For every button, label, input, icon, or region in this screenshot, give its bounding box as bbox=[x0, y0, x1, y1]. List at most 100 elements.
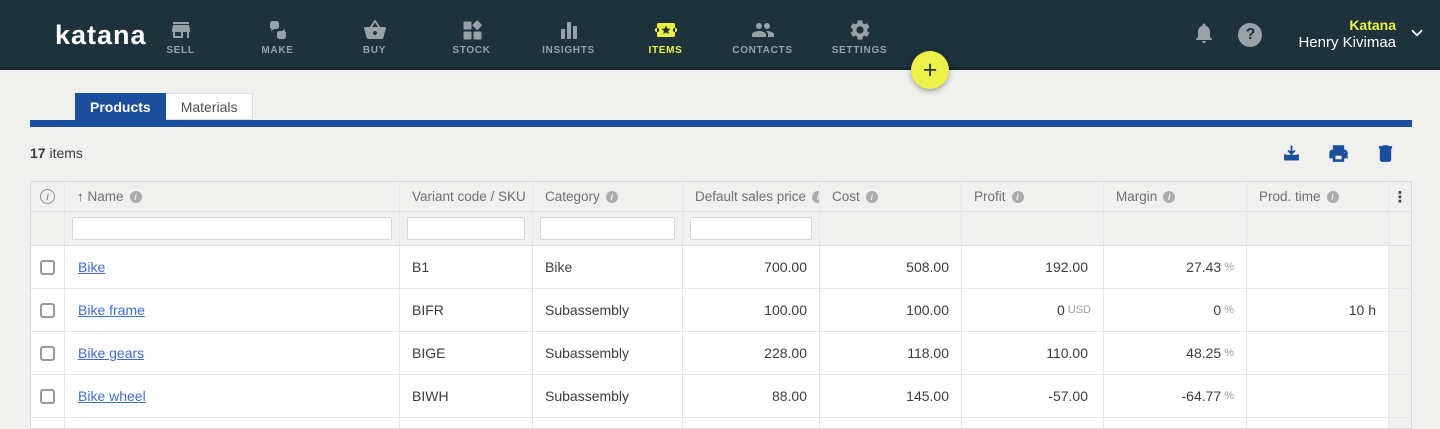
cell-margin: 48.25% bbox=[1104, 332, 1247, 374]
info-dot-icon[interactable]: i bbox=[812, 190, 819, 203]
info-dot-icon[interactable]: i bbox=[1163, 190, 1176, 203]
tab-materials[interactable]: Materials bbox=[165, 93, 254, 120]
nav-label: BUY bbox=[362, 45, 387, 56]
nav-label: ITEMS bbox=[648, 45, 683, 56]
items-count: 17 items bbox=[30, 145, 83, 161]
category-filter-input[interactable] bbox=[540, 217, 675, 240]
cell-price: 228.00 bbox=[683, 332, 820, 374]
column-header-name[interactable]: ↑ Name i bbox=[65, 182, 400, 211]
katana-logo[interactable]: katana bbox=[55, 20, 147, 50]
column-menu-cell: ⋮ bbox=[1389, 182, 1411, 211]
print-icon[interactable] bbox=[1328, 143, 1349, 164]
table-row-partial bbox=[31, 418, 1411, 428]
info-dot-icon[interactable]: i bbox=[129, 190, 142, 203]
filter-cell-empty bbox=[962, 212, 1104, 245]
row-checkbox[interactable] bbox=[40, 259, 55, 275]
nav-item-contacts[interactable]: CONTACTS bbox=[714, 0, 811, 70]
filter-cell-empty bbox=[31, 212, 65, 245]
nav-item-make[interactable]: MAKE bbox=[229, 0, 326, 70]
nav-item-settings[interactable]: SETTINGS bbox=[811, 0, 908, 70]
column-header-margin[interactable]: Margin i bbox=[1104, 182, 1247, 211]
nav-right-cluster: ? Katana Henry Kivimaa bbox=[1192, 0, 1426, 70]
row-checkbox[interactable] bbox=[40, 302, 55, 318]
price-filter-input[interactable] bbox=[690, 217, 812, 240]
nav-label: CONTACTS bbox=[732, 45, 793, 56]
cell-price: 100.00 bbox=[683, 289, 820, 331]
percent-suffix: % bbox=[1224, 347, 1234, 359]
column-header-category[interactable]: Category i bbox=[533, 182, 683, 211]
percent-suffix: % bbox=[1224, 390, 1234, 402]
table-row: Bike gears BIGE Subassembly 228.00 118.0… bbox=[31, 332, 1411, 375]
info-dot-icon[interactable]: i bbox=[865, 190, 878, 203]
product-link[interactable]: Bike gears bbox=[78, 345, 145, 361]
column-header-sku[interactable]: Variant code / SKU i bbox=[400, 182, 533, 211]
grid-actions bbox=[1281, 143, 1412, 164]
account-company: Katana bbox=[1349, 16, 1396, 33]
info-circle-icon[interactable]: i bbox=[40, 189, 55, 204]
cell-name: Bike frame bbox=[65, 289, 400, 331]
help-icon[interactable]: ? bbox=[1238, 23, 1263, 47]
account-menu[interactable]: Katana Henry Kivimaa bbox=[1298, 17, 1396, 53]
cell-cost: 100.00 bbox=[820, 289, 962, 331]
column-header-profit[interactable]: Profit i bbox=[962, 182, 1104, 211]
cell-profit: 0 USD bbox=[962, 289, 1104, 331]
row-checkbox[interactable] bbox=[40, 388, 55, 404]
cell-sku: B1 bbox=[400, 246, 533, 288]
percent-suffix: % bbox=[1224, 304, 1234, 316]
nav-item-stock[interactable]: STOCK bbox=[423, 0, 520, 70]
name-filter-input[interactable] bbox=[72, 217, 392, 240]
export-download-icon[interactable] bbox=[1281, 143, 1302, 164]
info-dot-icon[interactable]: i bbox=[531, 190, 532, 203]
info-dot-icon[interactable]: i bbox=[1326, 190, 1339, 203]
items-count-number: 17 bbox=[30, 145, 46, 161]
column-header-default-sales-price[interactable]: Default sales price i bbox=[683, 182, 820, 211]
cell-row-menu bbox=[1389, 418, 1411, 428]
nav-label: INSIGHTS bbox=[542, 45, 595, 56]
cell-name: Bike bbox=[65, 246, 400, 288]
row-select-cell bbox=[31, 289, 65, 331]
cell-empty bbox=[1104, 418, 1247, 428]
cell-price: 700.00 bbox=[683, 246, 820, 288]
nav-item-buy[interactable]: BUY bbox=[326, 0, 423, 70]
sort-asc-icon: ↑ bbox=[77, 189, 84, 204]
kebab-menu-icon[interactable]: ⋮ bbox=[1392, 188, 1408, 206]
product-link[interactable]: Bike bbox=[78, 259, 106, 275]
cell-category: Bike bbox=[533, 246, 683, 288]
cell-empty bbox=[400, 418, 533, 428]
stock-icon bbox=[460, 18, 484, 42]
column-header-cost[interactable]: Cost i bbox=[820, 182, 962, 211]
delete-trash-icon[interactable] bbox=[1375, 143, 1396, 164]
column-header-prod-time[interactable]: Prod. time i bbox=[1247, 182, 1389, 211]
product-link[interactable]: Bike wheel bbox=[78, 388, 146, 404]
filter-cell-empty bbox=[1389, 212, 1411, 245]
sku-filter-input[interactable] bbox=[407, 217, 525, 240]
chevron-down-icon[interactable] bbox=[1408, 24, 1426, 47]
items-toolbar: 17 items bbox=[30, 140, 1412, 166]
products-table: i ↑ Name i Variant code / SKU i Category… bbox=[30, 181, 1412, 429]
filter-cell-category bbox=[533, 212, 683, 245]
tab-products[interactable]: Products bbox=[75, 93, 166, 120]
nav-item-insights[interactable]: INSIGHTS bbox=[520, 0, 617, 70]
row-checkbox[interactable] bbox=[40, 345, 55, 361]
add-item-button[interactable]: + bbox=[911, 51, 949, 89]
cell-category: Subassembly bbox=[533, 289, 683, 331]
cell-margin: 27.43% bbox=[1104, 246, 1247, 288]
product-link[interactable]: Bike frame bbox=[78, 302, 145, 318]
cell-prod-time bbox=[1247, 375, 1389, 417]
column-label: Default sales price bbox=[695, 189, 807, 204]
info-dot-icon[interactable]: i bbox=[605, 190, 618, 203]
basket-icon bbox=[363, 18, 387, 42]
filter-cell-empty bbox=[1247, 212, 1389, 245]
bell-icon[interactable] bbox=[1192, 21, 1216, 50]
row-select-cell bbox=[31, 332, 65, 374]
header-info-cell: i bbox=[31, 182, 65, 211]
cell-profit: 192.00 bbox=[962, 246, 1104, 288]
column-label: Profit bbox=[974, 189, 1006, 204]
cell-empty bbox=[820, 418, 962, 428]
info-dot-icon[interactable]: i bbox=[1011, 190, 1024, 203]
nav-item-items[interactable]: ITEMS bbox=[617, 0, 714, 70]
account-user: Henry Kivimaa bbox=[1298, 34, 1396, 52]
cell-empty bbox=[962, 418, 1104, 428]
nav-label: SETTINGS bbox=[831, 45, 888, 56]
nav-item-sell[interactable]: SELL bbox=[132, 0, 229, 70]
